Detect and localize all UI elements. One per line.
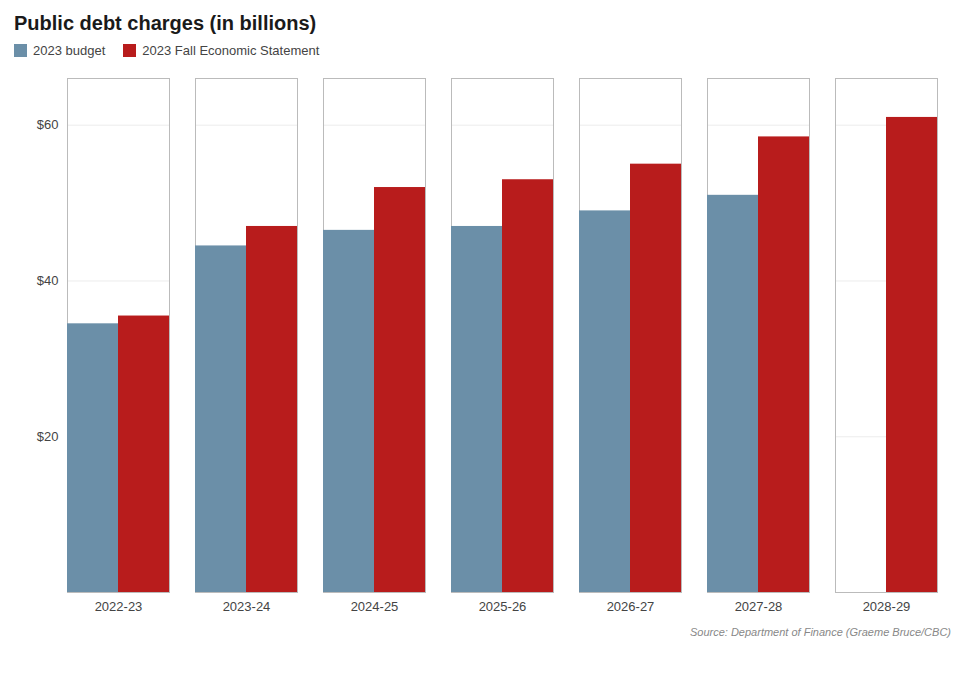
svg-text:2024-25: 2024-25	[351, 599, 399, 614]
svg-text:$40: $40	[37, 273, 59, 288]
html-text:Source: Department of Finance: Source: Department of Finance (Graeme Br…	[690, 626, 951, 638]
html-text:2023 budget: 2023 budget	[33, 43, 106, 58]
svg-text:2022-23: 2022-23	[95, 599, 143, 614]
svg-text:$20: $20	[37, 429, 59, 444]
html-text:2023 Fall Economic Statement: 2023 Fall Economic Statement	[142, 43, 320, 58]
svg-text:2028-29: 2028-29	[863, 599, 911, 614]
svg-text:2025-26: 2025-26	[479, 599, 527, 614]
svg-text:2027-28: 2027-28	[735, 599, 783, 614]
svg-text:$60: $60	[37, 117, 59, 132]
svg-text:2023-24: 2023-24	[223, 599, 271, 614]
svg-text:2026-27: 2026-27	[607, 599, 655, 614]
html-text:Public debt charges (in billio: Public debt charges (in billions)	[14, 12, 317, 34]
